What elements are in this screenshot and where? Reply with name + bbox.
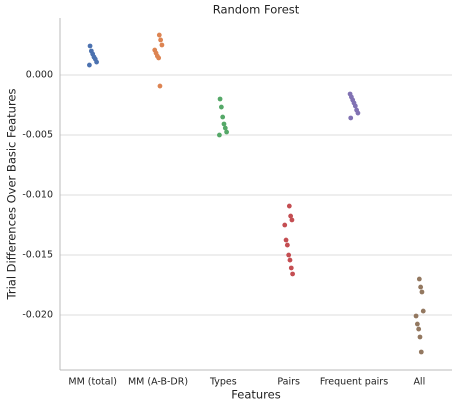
point [416, 276, 422, 282]
point [352, 103, 358, 109]
point [288, 213, 294, 219]
point [156, 32, 162, 38]
point [156, 55, 162, 61]
point [87, 62, 92, 68]
point [420, 308, 426, 314]
y-tick-label: -0.015 [22, 250, 53, 261]
point [217, 96, 223, 102]
point [289, 217, 295, 223]
y-axis-label: Trial Differences Over Basic Features [5, 89, 19, 301]
x-tick-label: All [413, 377, 425, 388]
chart-title: Random Forest [213, 3, 300, 17]
point [224, 129, 230, 135]
point [158, 37, 164, 43]
point [159, 42, 165, 48]
point [94, 59, 99, 65]
point [220, 114, 226, 120]
x-tick-label: Pairs [277, 377, 300, 388]
point [282, 222, 288, 228]
point [286, 203, 292, 209]
x-axis-label: Features [231, 388, 280, 402]
point [218, 104, 224, 110]
x-tick-label: Types [209, 377, 237, 388]
point [418, 349, 424, 355]
x-tick-label: MM (total) [68, 377, 117, 388]
point [222, 125, 228, 131]
point [217, 132, 222, 138]
point [221, 121, 227, 127]
point [287, 257, 293, 263]
point [419, 289, 425, 295]
point [157, 83, 163, 89]
point [286, 252, 292, 258]
point [284, 242, 290, 248]
point [283, 237, 289, 243]
x-tick-label: MM (A-B-DR) [128, 377, 188, 388]
point [348, 115, 354, 121]
y-tick-label: -0.010 [22, 190, 53, 201]
point [416, 326, 422, 332]
point [290, 271, 295, 277]
x-tick-label: Frequent pairs [320, 377, 388, 388]
point [288, 265, 294, 271]
point [417, 334, 423, 340]
point [414, 321, 420, 327]
point [87, 43, 93, 49]
y-tick-label: -0.005 [22, 130, 53, 141]
point [355, 110, 361, 116]
y-tick-label: 0.000 [26, 70, 53, 81]
point [413, 313, 419, 319]
point [418, 284, 424, 290]
y-tick-label: -0.020 [22, 310, 53, 321]
